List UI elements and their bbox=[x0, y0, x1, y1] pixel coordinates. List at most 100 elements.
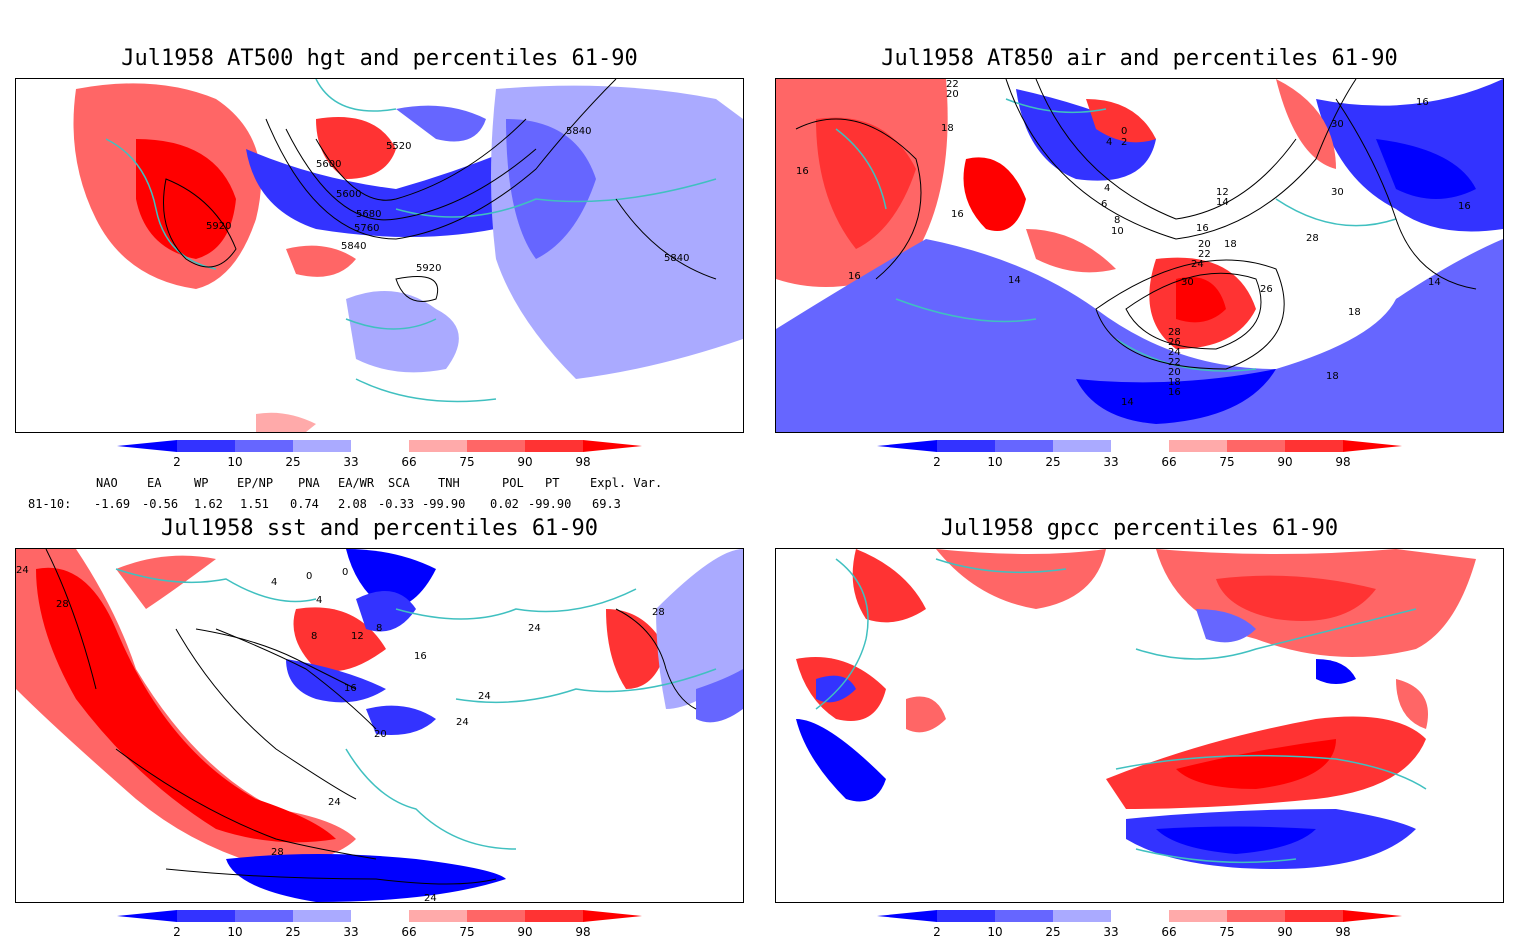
contour-label: 4 bbox=[1106, 137, 1112, 148]
contour-label: 24 bbox=[1168, 347, 1181, 358]
contour-label: 16 bbox=[796, 166, 809, 177]
contour-label: 18 bbox=[1168, 377, 1181, 388]
colorbar-label: 98 bbox=[1335, 455, 1350, 469]
colorbar-label: 75 bbox=[459, 455, 474, 469]
colorbar-label: 75 bbox=[1219, 925, 1234, 939]
map-air850: 22 20 18 16 4 0 2 4 6 8 10 12 14 16 16 1… bbox=[776, 79, 1503, 432]
contour-label: 20 bbox=[1198, 239, 1211, 250]
contour-label: 30 bbox=[1181, 277, 1194, 288]
contour-label: 14 bbox=[1121, 397, 1134, 408]
contour-label: 5760 bbox=[354, 223, 379, 234]
colorbar-label: 90 bbox=[1277, 455, 1292, 469]
colorbar-top-left: 2 10 25 33 66 75 90 98 bbox=[117, 440, 647, 470]
contour-label: 30 bbox=[1331, 187, 1344, 198]
contour-label: 16 bbox=[1168, 387, 1181, 398]
contour-label: 28 bbox=[1306, 233, 1319, 244]
colorbar-label: 33 bbox=[343, 925, 358, 939]
colorbar-top-right: 2 10 25 33 66 75 90 98 bbox=[877, 440, 1407, 470]
index-value: 1.62 bbox=[194, 497, 223, 511]
contour-label: 16 bbox=[951, 209, 964, 220]
contour-label: 24 bbox=[328, 797, 341, 808]
colorbar-label: 25 bbox=[1045, 925, 1060, 939]
index-header: NAO bbox=[96, 476, 118, 490]
contour-label: 16 bbox=[1416, 97, 1429, 108]
contour-label: 28 bbox=[1168, 327, 1181, 338]
contour-label: 24 bbox=[478, 691, 491, 702]
contour-label: 28 bbox=[652, 607, 665, 618]
index-header: PNA bbox=[298, 476, 320, 490]
colorbar-bottom-right: 2 10 25 33 66 75 90 98 bbox=[877, 910, 1407, 940]
colorbar-label: 2 bbox=[173, 455, 181, 469]
index-row-label: 81-10: bbox=[28, 497, 72, 511]
contour-label: 14 bbox=[1216, 197, 1229, 208]
contour-label: 5840 bbox=[566, 126, 591, 137]
panel-title-air850: Jul1958 AT850 air and percentiles 61-90 bbox=[881, 46, 1398, 71]
colorbar-label: 66 bbox=[1161, 925, 1176, 939]
index-header: EA bbox=[147, 476, 162, 490]
index-value: -99.90 bbox=[422, 497, 466, 511]
colorbar-label: 10 bbox=[227, 925, 242, 939]
contour-label: 4 bbox=[316, 595, 322, 606]
contour-label: 16 bbox=[1458, 201, 1471, 212]
contour-label: 16 bbox=[848, 271, 861, 282]
index-value: 0.02 bbox=[490, 497, 519, 511]
panel-title-gpcc: Jul1958 gpcc percentiles 61-90 bbox=[940, 516, 1339, 541]
colorbar-label: 90 bbox=[517, 925, 532, 939]
index-value: -0.56 bbox=[142, 497, 179, 511]
contour-label: 8 bbox=[376, 623, 382, 634]
contour-label: 0 bbox=[1121, 126, 1127, 137]
map-hgt500: 5920 5600 5520 5840 5600 5680 5760 5840 … bbox=[16, 79, 743, 432]
colorbar-label: 25 bbox=[285, 455, 300, 469]
map-gpcc bbox=[776, 549, 1503, 902]
colorbar-label: 33 bbox=[1103, 925, 1118, 939]
contour-label: 30 bbox=[1331, 119, 1344, 130]
colorbar-label: 66 bbox=[1161, 455, 1176, 469]
contour-label: 8 bbox=[311, 631, 317, 642]
colorbar-label: 33 bbox=[1103, 455, 1118, 469]
colorbar-label: 2 bbox=[933, 455, 941, 469]
colorbar-label: 2 bbox=[173, 925, 181, 939]
colorbar-label: 33 bbox=[343, 455, 358, 469]
colorbar-bottom-left: 2 10 25 33 66 75 90 98 bbox=[117, 910, 647, 940]
map-panel-hgt500: 5920 5600 5520 5840 5600 5680 5760 5840 … bbox=[15, 78, 744, 433]
contour-label: 28 bbox=[56, 599, 69, 610]
contour-label: 12 bbox=[351, 631, 364, 642]
map-panel-sst: 24 28 4 4 0 0 8 12 8 16 16 20 24 24 24 2… bbox=[15, 548, 744, 903]
index-header: Expl. Var. bbox=[590, 476, 663, 490]
colorbar-label: 66 bbox=[401, 925, 416, 939]
colorbar-label: 98 bbox=[575, 925, 590, 939]
contour-label: 18 bbox=[941, 123, 954, 134]
contour-label: 24 bbox=[16, 565, 29, 576]
index-header: PT bbox=[545, 476, 560, 490]
contour-label: 14 bbox=[1428, 277, 1441, 288]
index-value: 1.51 bbox=[240, 497, 269, 511]
contour-label: 0 bbox=[306, 571, 312, 582]
contour-label: 16 bbox=[344, 683, 357, 694]
contour-label: 10 bbox=[1111, 226, 1124, 237]
index-header: POL bbox=[502, 476, 524, 490]
panel-title-sst: Jul1958 sst and percentiles 61-90 bbox=[160, 516, 599, 541]
contour-label: 22 bbox=[1168, 357, 1181, 368]
index-header: WP bbox=[194, 476, 209, 490]
contour-label: 24 bbox=[1191, 259, 1204, 270]
index-header: SCA bbox=[388, 476, 410, 490]
index-header: EP/NP bbox=[237, 476, 274, 490]
contour-label: 5600 bbox=[316, 159, 341, 170]
colorbar-label: 10 bbox=[987, 925, 1002, 939]
colorbar-label: 2 bbox=[933, 925, 941, 939]
colorbar-label: 66 bbox=[401, 455, 416, 469]
contour-label: 20 bbox=[1168, 367, 1181, 378]
colorbar-label: 25 bbox=[1045, 455, 1060, 469]
contour-label: 14 bbox=[1008, 275, 1021, 286]
contour-label: 5840 bbox=[664, 253, 689, 264]
index-header: EA/WR bbox=[338, 476, 375, 490]
index-value: -99.90 bbox=[528, 497, 572, 511]
colorbar-label: 90 bbox=[517, 455, 532, 469]
contour-label: 28 bbox=[271, 847, 284, 858]
contour-label: 16 bbox=[414, 651, 427, 662]
contour-label: 6 bbox=[1101, 199, 1107, 210]
contour-label: 18 bbox=[1224, 239, 1237, 250]
colorbar-label: 98 bbox=[1335, 925, 1350, 939]
contour-label: 18 bbox=[1326, 371, 1339, 382]
colorbar-label: 98 bbox=[575, 455, 590, 469]
